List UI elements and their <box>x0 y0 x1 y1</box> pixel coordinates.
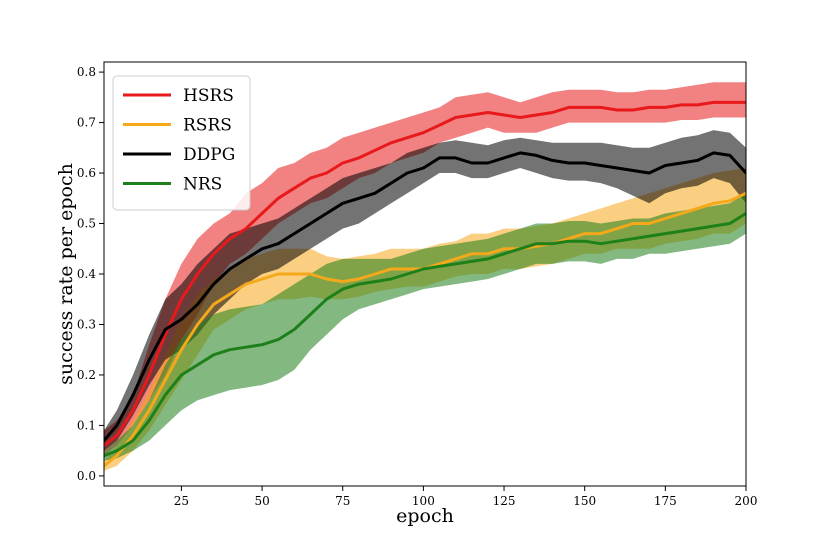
x-tick-label: 175 <box>654 494 677 508</box>
y-tick-label: 0.3 <box>77 317 96 331</box>
legend-label-rsrs: RSRS <box>183 116 232 136</box>
x-tick-label: 125 <box>493 494 516 508</box>
series-lines <box>104 100 746 468</box>
line-ddpg <box>104 151 746 443</box>
band-hsrs <box>104 82 746 456</box>
line-hsrs <box>104 100 746 448</box>
y-tick-label: 0.8 <box>77 65 96 79</box>
band-nrs <box>104 193 746 461</box>
x-tick-label: 100 <box>412 494 435 508</box>
y-tick-label: 0.2 <box>77 368 96 382</box>
x-tick-label: 25 <box>174 494 189 508</box>
y-axis-title: success rate per epoch <box>55 163 77 385</box>
legend-label-nrs: NRS <box>183 175 222 195</box>
legend-label-ddpg: DDPG <box>183 145 235 165</box>
legend-box <box>112 75 251 211</box>
x-axis-ticks: 25 50 75 100 125 150 175 200 <box>174 486 758 508</box>
line-nrs <box>104 211 746 458</box>
legend-label-hsrs: HSRS <box>183 86 234 106</box>
y-axis-ticks: 0.0 0.1 0.2 0.3 0.4 0.5 0.6 0.7 0.8 <box>77 65 104 483</box>
x-tick-label: 150 <box>573 494 596 508</box>
x-tick-label: 75 <box>335 494 350 508</box>
x-tick-label: 50 <box>254 494 269 508</box>
y-tick-label: 0.7 <box>77 116 96 130</box>
y-tick-label: 0.1 <box>77 418 96 432</box>
y-tick-label: 0.0 <box>77 469 96 483</box>
y-tick-label: 0.6 <box>77 166 96 180</box>
legend: HSRS RSRS DDPG NRS <box>112 75 251 211</box>
x-tick-label: 200 <box>735 494 758 508</box>
y-tick-label: 0.4 <box>77 267 96 281</box>
x-axis-title: epoch <box>396 505 454 527</box>
y-tick-label: 0.5 <box>77 217 96 231</box>
